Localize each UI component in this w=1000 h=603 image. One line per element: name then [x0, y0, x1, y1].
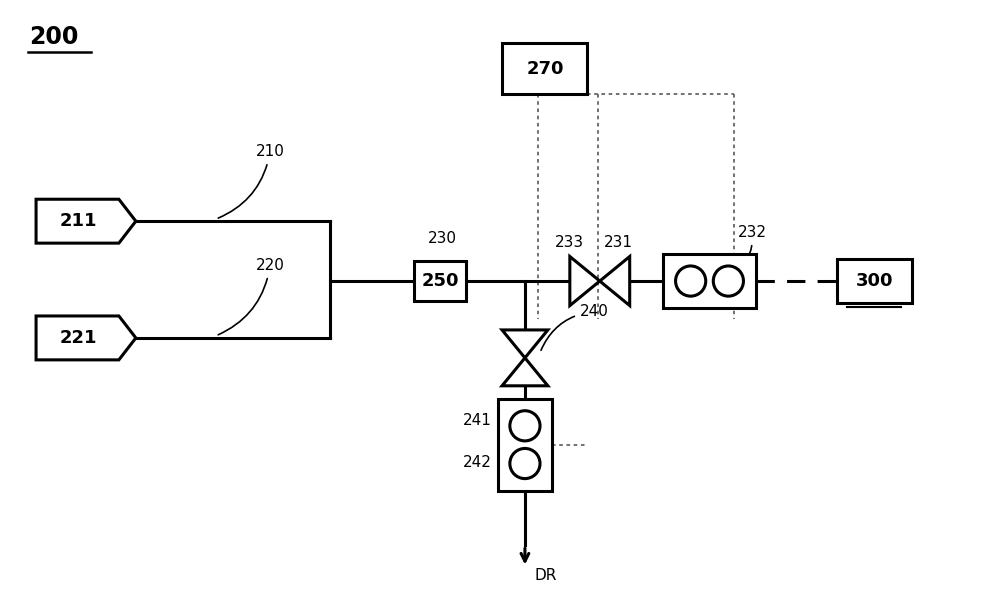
Text: 211: 211 [59, 212, 97, 230]
Text: 300: 300 [855, 272, 893, 290]
Text: 240: 240 [541, 304, 609, 350]
Text: 250: 250 [421, 272, 459, 290]
Bar [498, 399, 552, 491]
Text: 200: 200 [29, 25, 78, 49]
Circle shape [713, 266, 743, 296]
Text: 221: 221 [59, 329, 97, 347]
Text: 270: 270 [526, 60, 564, 78]
Text: 230: 230 [428, 231, 457, 246]
Text: 231: 231 [604, 235, 633, 250]
Circle shape [676, 266, 706, 296]
Polygon shape [502, 330, 548, 358]
Text: DR: DR [535, 569, 557, 583]
Text: 210: 210 [218, 144, 284, 218]
Text: 220: 220 [218, 258, 284, 335]
Text: 242: 242 [463, 455, 492, 470]
Bar [663, 254, 756, 308]
Polygon shape [502, 358, 548, 386]
Bar [502, 43, 587, 95]
Polygon shape [36, 316, 136, 360]
Text: 232: 232 [734, 225, 766, 274]
Text: 233: 233 [555, 235, 584, 250]
Text: 241: 241 [463, 412, 492, 428]
Polygon shape [36, 199, 136, 243]
Polygon shape [570, 256, 600, 306]
Circle shape [510, 411, 540, 441]
Bar [414, 261, 466, 301]
Circle shape [510, 449, 540, 479]
Polygon shape [600, 256, 630, 306]
Bar [837, 259, 912, 303]
